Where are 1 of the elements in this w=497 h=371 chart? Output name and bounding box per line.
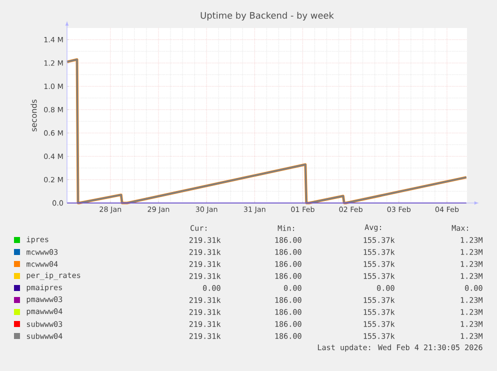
chart-title: Uptime by Backend - by week — [200, 12, 334, 20]
